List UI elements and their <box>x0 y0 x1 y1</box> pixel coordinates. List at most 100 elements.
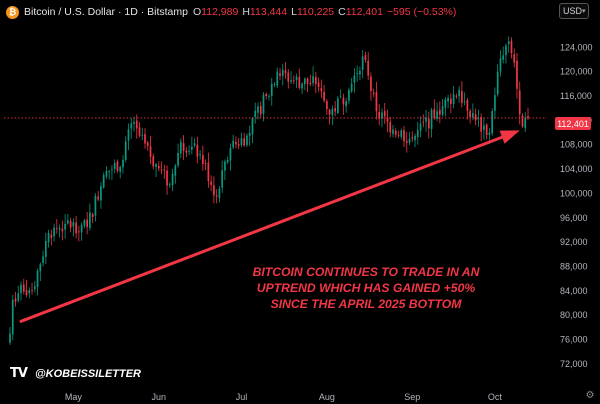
candle <box>455 93 458 99</box>
candle <box>389 116 392 138</box>
candle <box>312 66 314 87</box>
high-label: H <box>242 6 250 18</box>
last-price-tag: 112,401 <box>555 117 591 130</box>
candle <box>499 49 502 77</box>
candle <box>83 218 86 229</box>
low-label: L <box>291 6 297 18</box>
open-label: O <box>192 6 202 18</box>
candle <box>179 138 182 159</box>
y-tick-label: 100,000 <box>560 188 593 198</box>
candle <box>86 211 89 235</box>
candle <box>309 74 312 87</box>
x-tick-label: Oct <box>488 392 503 402</box>
symbol-title[interactable]: Bitcoin / U.S. Dollar · 1D · Bitstamp <box>24 6 188 18</box>
candle <box>22 278 25 295</box>
tradingview-logo-icon: TV <box>10 366 28 381</box>
candle <box>146 140 149 151</box>
x-tick-label: Aug <box>319 392 335 402</box>
close-label: C <box>338 6 346 18</box>
candle <box>518 81 521 125</box>
candle <box>116 159 119 173</box>
candle <box>292 75 295 85</box>
price-axis: 72,000 76,000 80,000 84,000 88,000 92,000 96,0… <box>560 42 593 369</box>
candle <box>61 220 64 241</box>
candle <box>265 92 268 100</box>
candle <box>507 36 510 53</box>
candle <box>469 108 471 124</box>
candle <box>94 193 97 222</box>
candle <box>44 232 47 264</box>
y-tick-label: 88,000 <box>560 261 588 271</box>
candle <box>69 217 72 233</box>
candle <box>472 103 474 121</box>
ohlc-values: O112,989 H113,444 L110,225 C112,401 −595… <box>193 6 456 18</box>
candle <box>444 97 447 117</box>
candle <box>193 138 196 148</box>
low-value: 110,225 <box>296 6 335 18</box>
candle <box>210 175 212 192</box>
y-tick-label: 124,000 <box>560 42 593 52</box>
candle <box>31 282 33 295</box>
candle <box>262 92 265 122</box>
candle <box>416 121 419 145</box>
candle <box>113 159 116 174</box>
y-tick-label: 72,000 <box>560 359 588 369</box>
candle <box>301 82 303 94</box>
currency-selector[interactable]: USD ▾ <box>559 3 589 19</box>
candle <box>403 125 405 148</box>
candle <box>331 105 334 126</box>
candle <box>359 66 361 81</box>
candle <box>119 165 122 179</box>
candle <box>279 68 281 80</box>
candle <box>177 143 179 168</box>
candle <box>237 137 240 149</box>
candle <box>240 132 243 148</box>
candle <box>28 287 31 299</box>
candle <box>47 229 50 248</box>
candle <box>361 49 364 79</box>
candle <box>221 160 224 193</box>
candle <box>42 250 44 267</box>
candle <box>427 111 430 139</box>
settings-icon[interactable]: ⚙ <box>585 390 595 401</box>
candle <box>75 216 77 239</box>
candle <box>449 93 452 114</box>
candle <box>290 71 292 85</box>
candle <box>414 133 416 148</box>
candle <box>257 102 259 120</box>
chevron-down-icon: ▾ <box>582 8 586 15</box>
candle <box>190 136 193 155</box>
candle <box>425 109 427 132</box>
candle <box>364 51 367 63</box>
candle <box>524 112 527 133</box>
watermark-handle: @KOBEISSILETTER <box>34 367 142 380</box>
y-tick-label: 92,000 <box>560 237 588 247</box>
candle <box>342 93 345 115</box>
candle <box>463 92 466 106</box>
candle <box>438 101 441 124</box>
y-tick-label: 104,000 <box>560 164 593 174</box>
candle <box>461 81 463 108</box>
candle <box>474 108 477 126</box>
candle <box>55 218 58 234</box>
candle <box>452 86 455 109</box>
candle <box>494 87 496 119</box>
candle <box>477 109 480 127</box>
candle <box>182 135 185 160</box>
candle <box>505 43 507 64</box>
candle <box>521 113 524 128</box>
y-tick-label: 76,000 <box>560 335 588 345</box>
candle <box>303 77 306 90</box>
candle <box>202 145 204 171</box>
candle <box>334 101 336 117</box>
candle <box>298 68 301 90</box>
y-tick-label: 84,000 <box>560 286 588 296</box>
candle <box>287 68 290 89</box>
candle <box>284 62 287 79</box>
candle <box>207 152 210 188</box>
candle <box>295 73 298 88</box>
candle <box>226 156 229 165</box>
candle <box>378 104 381 126</box>
